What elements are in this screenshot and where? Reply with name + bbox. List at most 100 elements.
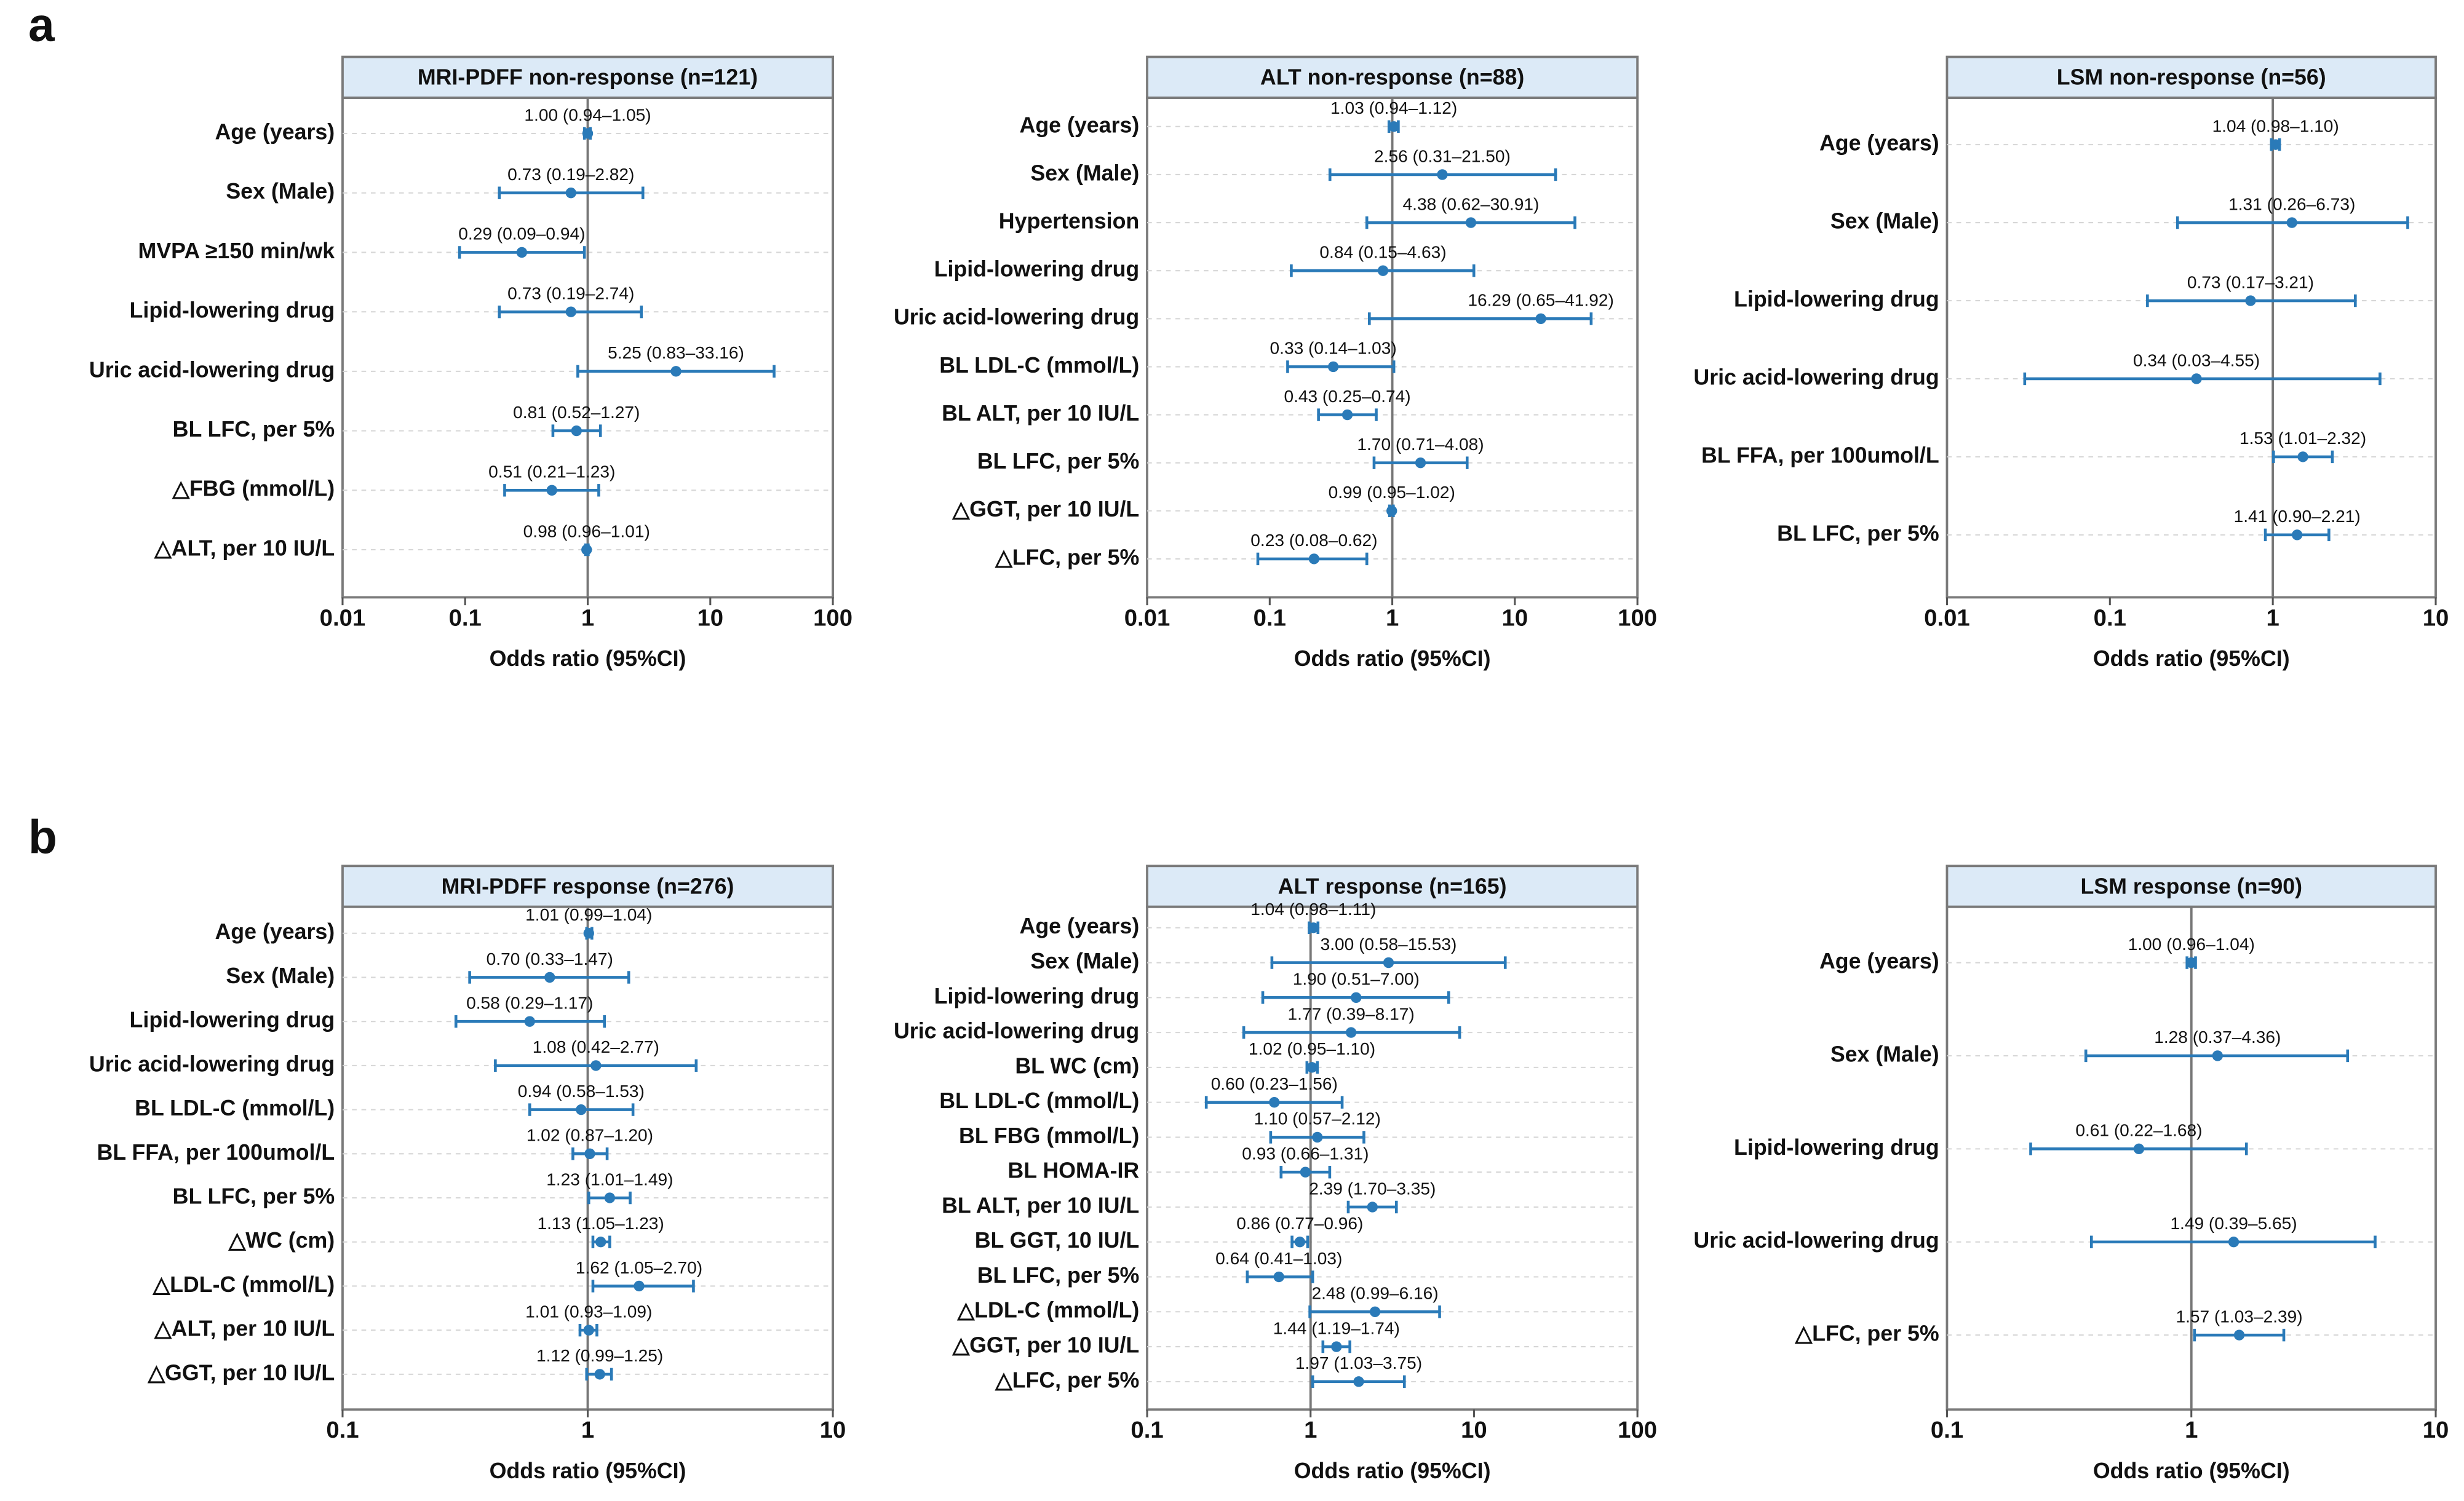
category-label: △FBG (mmol/L): [172, 477, 335, 501]
value-label: 0.29 (0.09–0.94): [458, 224, 585, 244]
category-label: Hypertension: [999, 209, 1139, 234]
value-label: 1.04 (0.98–1.11): [1250, 900, 1376, 919]
odds-ratio-point: [1388, 121, 1399, 132]
x-tick-label: 10: [697, 604, 723, 631]
x-tick-label: 1: [581, 604, 594, 631]
category-label: △LDL-C (mmol/L): [153, 1272, 335, 1297]
value-label: 1.44 (1.19–1.74): [1273, 1318, 1400, 1337]
category-label: Sex (Male): [1830, 1042, 1939, 1066]
odds-ratio-point: [1415, 457, 1426, 469]
category-label: BL LDL-C (mmol/L): [939, 1088, 1139, 1113]
category-label: Sex (Male): [226, 179, 335, 204]
category-label: Sex (Male): [1830, 209, 1939, 234]
value-label: 1.57 (1.03–2.39): [2176, 1307, 2302, 1326]
category-label: BL FFA, per 100umol/L: [1701, 443, 1939, 467]
category-label: Uric acid-lowering drug: [1693, 365, 1939, 389]
odds-ratio-point: [1269, 1096, 1280, 1108]
value-label: 2.48 (0.99–6.16): [1311, 1284, 1438, 1303]
category-label: MVPA ≥150 min/wk: [138, 239, 335, 263]
value-label: 0.64 (0.41–1.03): [1215, 1249, 1342, 1268]
category-label: Uric acid-lowering drug: [1693, 1228, 1939, 1253]
value-label: 0.34 (0.03–4.55): [2133, 350, 2260, 370]
odds-ratio-point: [1312, 1131, 1323, 1143]
odds-ratio-point: [1383, 957, 1394, 968]
category-label: Lipid-lowering drug: [130, 298, 335, 323]
category-label: BL WC (cm): [1015, 1053, 1139, 1078]
category-label: Lipid-lowering drug: [1734, 287, 1939, 311]
odds-ratio-point: [2270, 139, 2281, 150]
x-tick-label: 0.01: [1124, 604, 1170, 631]
x-tick-label: 10: [1461, 1417, 1487, 1443]
odds-ratio-point: [1465, 217, 1477, 228]
odds-ratio-point: [1377, 265, 1389, 276]
category-label: Lipid-lowering drug: [934, 257, 1140, 282]
value-label: 1.70 (0.71–4.08): [1357, 435, 1484, 454]
value-label: 1.13 (1.05–1.23): [538, 1214, 664, 1233]
x-tick-label: 100: [813, 604, 852, 631]
odds-ratio-point: [595, 1237, 606, 1248]
category-label: △GGT, per 10 IU/L: [952, 1333, 1140, 1358]
category-label: BL ALT, per 10 IU/L: [942, 1193, 1139, 1218]
value-label: 0.33 (0.14–1.03): [1270, 339, 1397, 358]
x-tick-label: 0.01: [1924, 604, 1970, 631]
odds-ratio-point: [1308, 553, 1320, 564]
value-label: 0.73 (0.17–3.21): [2187, 272, 2314, 291]
x-axis-label: Odds ratio (95%CI): [490, 1459, 686, 1483]
x-tick-label: 0.1: [449, 604, 482, 631]
odds-ratio-point: [584, 1148, 595, 1159]
category-label: Age (years): [1020, 914, 1140, 938]
x-tick-label: 0.1: [1254, 604, 1286, 631]
category-label: Age (years): [1819, 131, 1939, 156]
x-axis-label: Odds ratio (95%CI): [2093, 646, 2290, 671]
category-label: Uric acid-lowering drug: [894, 1019, 1139, 1044]
value-label: 1.10 (0.57–2.12): [1254, 1109, 1381, 1128]
odds-ratio-point: [1308, 922, 1319, 933]
category-label: △LFC, per 5%: [995, 545, 1139, 569]
category-label: BL LFC, per 5%: [977, 1263, 1140, 1288]
category-label: △LFC, per 5%: [1795, 1321, 1939, 1346]
odds-ratio-point: [524, 1016, 535, 1027]
value-label: 0.99 (0.95–1.02): [1329, 483, 1455, 502]
odds-ratio-point: [1351, 992, 1362, 1004]
value-label: 1.97 (1.03–3.75): [1295, 1353, 1422, 1372]
chart-title: LSM response (n=90): [2080, 874, 2302, 899]
category-label: Sex (Male): [226, 964, 335, 988]
value-label: 1.53 (1.01–2.32): [2239, 429, 2366, 448]
odds-ratio-point: [516, 247, 528, 258]
value-label: 1.00 (0.94–1.05): [524, 105, 651, 124]
chart-title: ALT response (n=165): [1278, 874, 1507, 899]
value-label: 16.29 (0.65–41.92): [1468, 291, 1613, 310]
value-label: 1.31 (0.26–6.73): [2228, 194, 2355, 213]
value-label: 2.39 (1.70–3.35): [1309, 1179, 1436, 1198]
category-label: △GGT, per 10 IU/L: [952, 497, 1140, 521]
odds-ratio-point: [1341, 409, 1353, 421]
value-label: 0.60 (0.23–1.56): [1211, 1074, 1338, 1093]
value-label: 1.01 (0.99–1.04): [525, 905, 652, 924]
x-tick-label: 1: [2267, 604, 2279, 631]
value-label: 0.94 (0.58–1.53): [518, 1082, 645, 1101]
odds-ratio-point: [2233, 1329, 2245, 1341]
odds-ratio-point: [565, 188, 576, 199]
odds-ratio-point: [565, 306, 576, 317]
plot-area: [1146, 905, 1639, 1411]
category-label: Uric acid-lowering drug: [89, 1051, 335, 1076]
category-label: Uric acid-lowering drug: [89, 357, 335, 382]
odds-ratio-point: [1369, 1306, 1381, 1317]
x-tick-label: 100: [1618, 604, 1657, 631]
x-tick-label: 0.1: [1931, 1417, 1963, 1443]
odds-ratio-point: [576, 1104, 587, 1115]
category-label: Lipid-lowering drug: [934, 984, 1140, 1008]
odds-ratio-point: [1306, 1062, 1317, 1073]
odds-ratio-point: [583, 928, 594, 939]
value-label: 0.73 (0.19–2.74): [507, 283, 634, 303]
value-label: 0.43 (0.25–0.74): [1284, 387, 1410, 406]
odds-ratio-point: [583, 1325, 594, 1336]
value-label: 0.58 (0.29–1.17): [466, 993, 593, 1012]
category-label: △ALT, per 10 IU/L: [154, 1317, 335, 1341]
value-label: 1.28 (0.37–4.36): [2154, 1028, 2281, 1047]
category-label: BL ALT, per 10 IU/L: [942, 401, 1139, 426]
value-label: 1.41 (0.90–2.21): [2234, 507, 2361, 526]
odds-ratio-point: [1437, 169, 1448, 180]
odds-ratio-point: [2286, 217, 2297, 228]
